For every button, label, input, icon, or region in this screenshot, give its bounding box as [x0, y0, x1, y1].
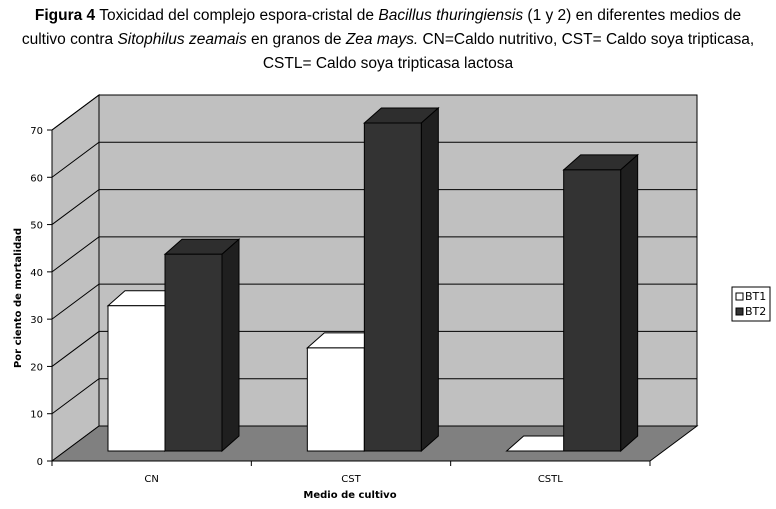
chart-axes: CN CST CSTL 0 10 20 30 40 50 60 70 — [30, 126, 651, 485]
side-wall — [51, 94, 100, 462]
figure-caption: Figura 4 Toxicidad del complejo espora-c… — [20, 4, 756, 76]
caption-species-1: Bacillus thuringiensis — [378, 7, 524, 24]
bar-front — [563, 169, 622, 452]
bar-side — [620, 153, 639, 453]
bar-front — [306, 347, 365, 452]
bar-bt2-cst — [363, 106, 440, 453]
y-axis-title: Por ciento de mortalidad — [13, 228, 24, 368]
y-tick-label: 40 — [30, 268, 43, 279]
bar-side — [420, 106, 439, 453]
caption-text-4: CN=Caldo nutritivo, CST= Caldo soya trip… — [262, 31, 755, 72]
bar-front — [164, 253, 223, 452]
bar-side — [221, 238, 240, 453]
legend-label: BT1 — [745, 290, 766, 303]
y-tick-label: 70 — [30, 126, 43, 137]
legend-label: BT2 — [745, 305, 766, 318]
y-tick-label: 0 — [37, 457, 43, 468]
gridline — [51, 141, 697, 178]
gridline — [51, 283, 697, 320]
bar-bt2-cn — [163, 238, 241, 453]
y-tick-label: 50 — [30, 221, 43, 232]
figure-label: Figura 4 — [34, 7, 96, 24]
caption-text-2: (1 y 2) en diferentes medios de cultivo … — [21, 7, 742, 48]
caption-text-3: en granos de — [246, 31, 346, 48]
caption-species-2: Sitophilus zeamais — [117, 31, 247, 48]
gridline — [51, 378, 697, 415]
bar-front — [363, 122, 422, 452]
gridline — [51, 330, 697, 367]
y-tick-label: 30 — [30, 315, 43, 326]
legend-swatch — [735, 292, 744, 301]
x-tick-label: CSTL — [538, 474, 563, 485]
x-axis-title: Medio de cultivo — [303, 490, 396, 501]
bar-bt2-cstl — [562, 153, 639, 453]
y-tick-label: 20 — [30, 362, 43, 373]
x-tick-label: CN — [144, 474, 158, 485]
y-tick-label: 10 — [30, 410, 43, 421]
chart-bars — [106, 106, 639, 453]
caption-text-1: Toxicidad del complejo espora-cristal de — [95, 7, 379, 24]
caption-species-3: Zea mays. — [345, 31, 419, 48]
gridline — [51, 236, 697, 273]
gridline — [51, 94, 697, 131]
bar-front — [107, 305, 166, 452]
gridline — [51, 189, 697, 225]
legend-swatch — [735, 307, 744, 316]
y-tick-label: 60 — [30, 173, 43, 184]
x-tick-label: CST — [341, 474, 361, 485]
